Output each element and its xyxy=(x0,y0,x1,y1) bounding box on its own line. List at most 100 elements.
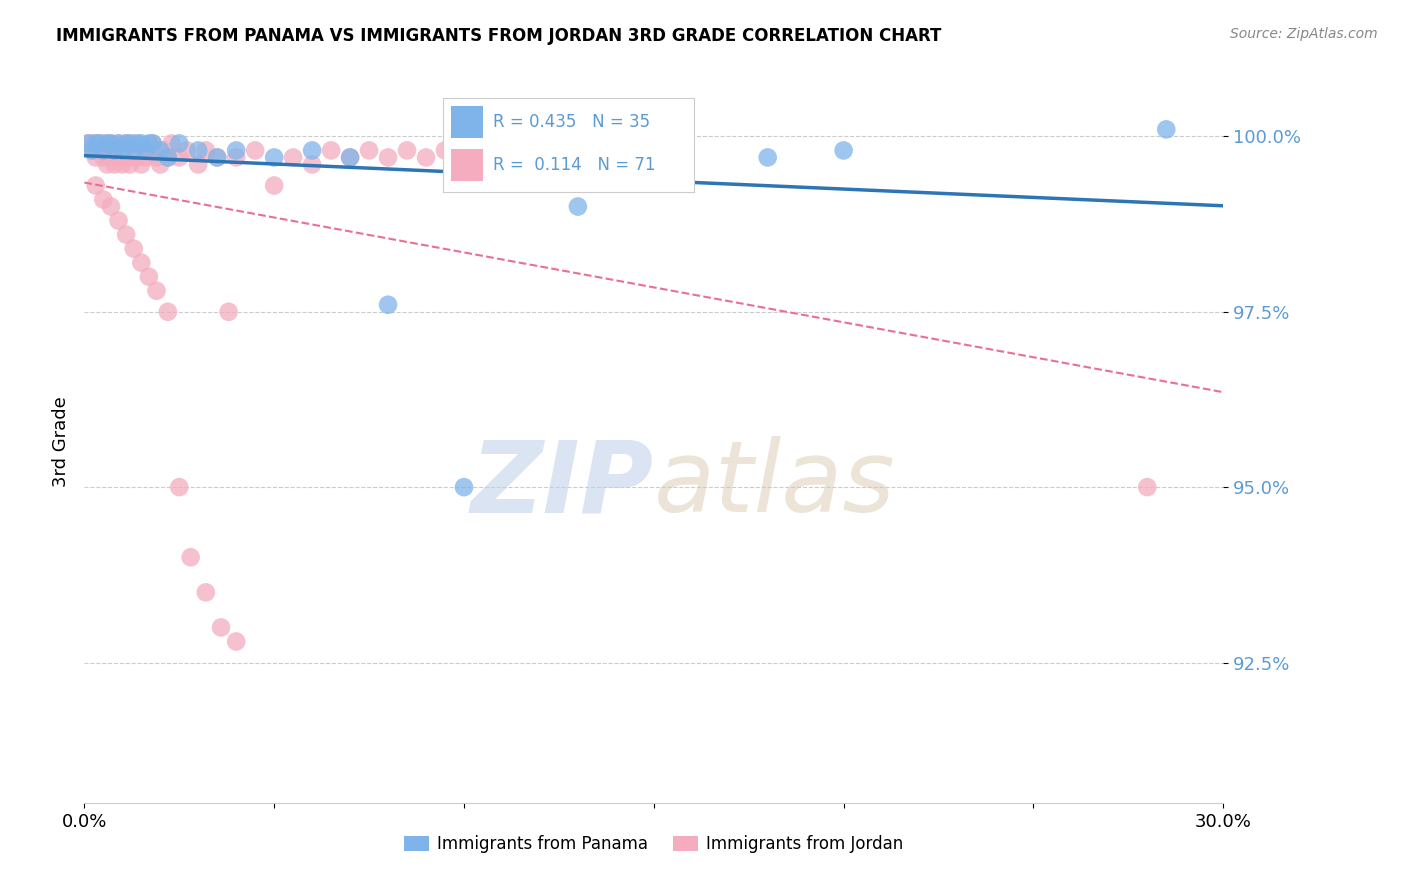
Point xyxy=(115,136,138,151)
Point xyxy=(207,151,229,165)
Point xyxy=(131,144,153,158)
Point xyxy=(187,157,209,171)
Point xyxy=(107,136,129,151)
Point xyxy=(111,144,134,158)
Point xyxy=(138,269,160,284)
Point xyxy=(93,136,115,151)
Point xyxy=(301,144,323,158)
Point xyxy=(100,151,122,165)
Point xyxy=(127,151,149,165)
Point xyxy=(118,144,141,158)
Point xyxy=(169,480,191,494)
Point xyxy=(209,620,232,634)
Point xyxy=(396,144,419,158)
Point xyxy=(218,305,240,319)
Point xyxy=(377,151,399,165)
Point xyxy=(207,151,229,165)
Point xyxy=(263,151,285,165)
Point xyxy=(529,151,551,165)
Point xyxy=(84,136,107,151)
Point xyxy=(434,144,457,158)
Point xyxy=(115,136,138,151)
Point xyxy=(89,144,111,158)
Point xyxy=(89,136,111,151)
Point xyxy=(115,227,138,242)
Text: IMMIGRANTS FROM PANAMA VS IMMIGRANTS FROM JORDAN 3RD GRADE CORRELATION CHART: IMMIGRANTS FROM PANAMA VS IMMIGRANTS FRO… xyxy=(56,27,942,45)
Point xyxy=(80,136,103,151)
Point xyxy=(321,144,343,158)
Point xyxy=(104,144,127,158)
Point xyxy=(93,193,115,207)
Point xyxy=(104,157,127,171)
Point xyxy=(491,144,513,158)
Point xyxy=(156,305,179,319)
Point xyxy=(118,136,141,151)
Y-axis label: 3rd Grade: 3rd Grade xyxy=(52,396,70,487)
Point xyxy=(93,144,115,158)
Point xyxy=(643,144,665,158)
Point xyxy=(104,144,127,158)
Point xyxy=(149,157,172,171)
Legend: Immigrants from Panama, Immigrants from Jordan: Immigrants from Panama, Immigrants from … xyxy=(396,828,911,860)
Point xyxy=(138,136,160,151)
Point xyxy=(453,151,475,165)
Point xyxy=(96,157,118,171)
Point xyxy=(142,136,165,151)
Point xyxy=(80,144,103,158)
Point xyxy=(122,242,145,256)
Point xyxy=(301,157,323,171)
Point xyxy=(359,144,381,158)
Point xyxy=(225,151,247,165)
Point xyxy=(100,200,122,214)
Point xyxy=(453,480,475,494)
Point xyxy=(1136,480,1159,494)
Point xyxy=(263,178,285,193)
Point xyxy=(134,144,156,158)
Point xyxy=(187,144,209,158)
Point xyxy=(756,151,779,165)
Point xyxy=(156,151,179,165)
Point xyxy=(77,136,100,151)
Point xyxy=(89,136,111,151)
Point xyxy=(245,144,267,158)
Point xyxy=(142,136,165,151)
Point xyxy=(176,144,198,158)
Point xyxy=(377,298,399,312)
Point xyxy=(93,151,115,165)
Point xyxy=(84,178,107,193)
Point xyxy=(115,151,138,165)
Point xyxy=(1156,122,1178,136)
Point xyxy=(134,151,156,165)
Point xyxy=(80,144,103,158)
Point xyxy=(111,144,134,158)
Point xyxy=(96,144,118,158)
Point xyxy=(100,136,122,151)
Point xyxy=(156,151,179,165)
Point xyxy=(180,550,202,565)
Point xyxy=(194,585,217,599)
Point xyxy=(122,136,145,151)
Point xyxy=(122,144,145,158)
Point xyxy=(339,151,361,165)
Point xyxy=(96,136,118,151)
Point xyxy=(111,157,134,171)
Point xyxy=(118,157,141,171)
Point xyxy=(415,151,437,165)
Point xyxy=(145,284,167,298)
Point xyxy=(149,144,172,158)
Point xyxy=(339,151,361,165)
Point xyxy=(107,151,129,165)
Point xyxy=(100,136,122,151)
Point xyxy=(84,136,107,151)
Point xyxy=(131,136,153,151)
Point xyxy=(138,144,160,158)
Point xyxy=(131,157,153,171)
Point xyxy=(131,255,153,269)
Point xyxy=(194,144,217,158)
Point xyxy=(107,213,129,227)
Point xyxy=(567,200,589,214)
Point xyxy=(127,136,149,151)
Point xyxy=(84,151,107,165)
Point xyxy=(832,144,855,158)
Text: ZIP: ZIP xyxy=(471,436,654,533)
